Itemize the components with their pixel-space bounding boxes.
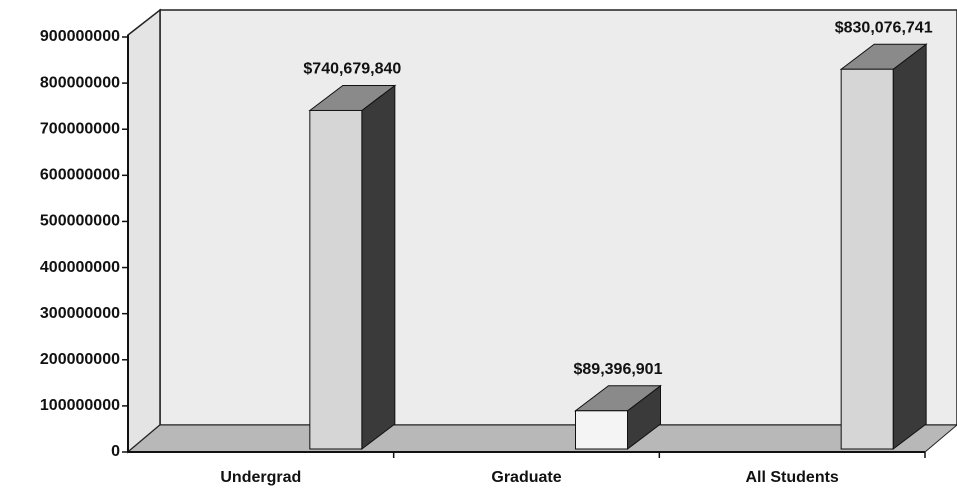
y-tick-label: 700000000 xyxy=(40,120,120,137)
x-tick-label: Graduate xyxy=(491,469,561,486)
back-wall xyxy=(159,9,957,426)
x-tick-label: Undergrad xyxy=(220,469,301,486)
bar xyxy=(575,410,628,450)
y-tick-label: 0 xyxy=(111,443,120,460)
y-tick-label: 200000000 xyxy=(40,351,120,368)
bar xyxy=(840,68,894,450)
y-tick-label: 100000000 xyxy=(40,397,120,414)
y-tick-label: 500000000 xyxy=(40,213,120,230)
value-label: $740,679,840 xyxy=(303,61,401,78)
bar xyxy=(309,109,363,450)
value-label: $89,396,901 xyxy=(574,361,663,378)
bar-side xyxy=(361,84,396,451)
y-tick-label: 800000000 xyxy=(40,74,120,91)
y-tick-label: 400000000 xyxy=(40,259,120,276)
side-wall xyxy=(127,8,161,454)
y-tick-label: 900000000 xyxy=(40,28,120,45)
y-tick-label: 600000000 xyxy=(40,167,120,184)
bar-side xyxy=(892,43,927,451)
value-label: $830,076,741 xyxy=(835,19,933,36)
floor xyxy=(126,424,957,453)
x-tick-label: All Students xyxy=(745,469,838,486)
y-tick-label: 300000000 xyxy=(40,305,120,322)
